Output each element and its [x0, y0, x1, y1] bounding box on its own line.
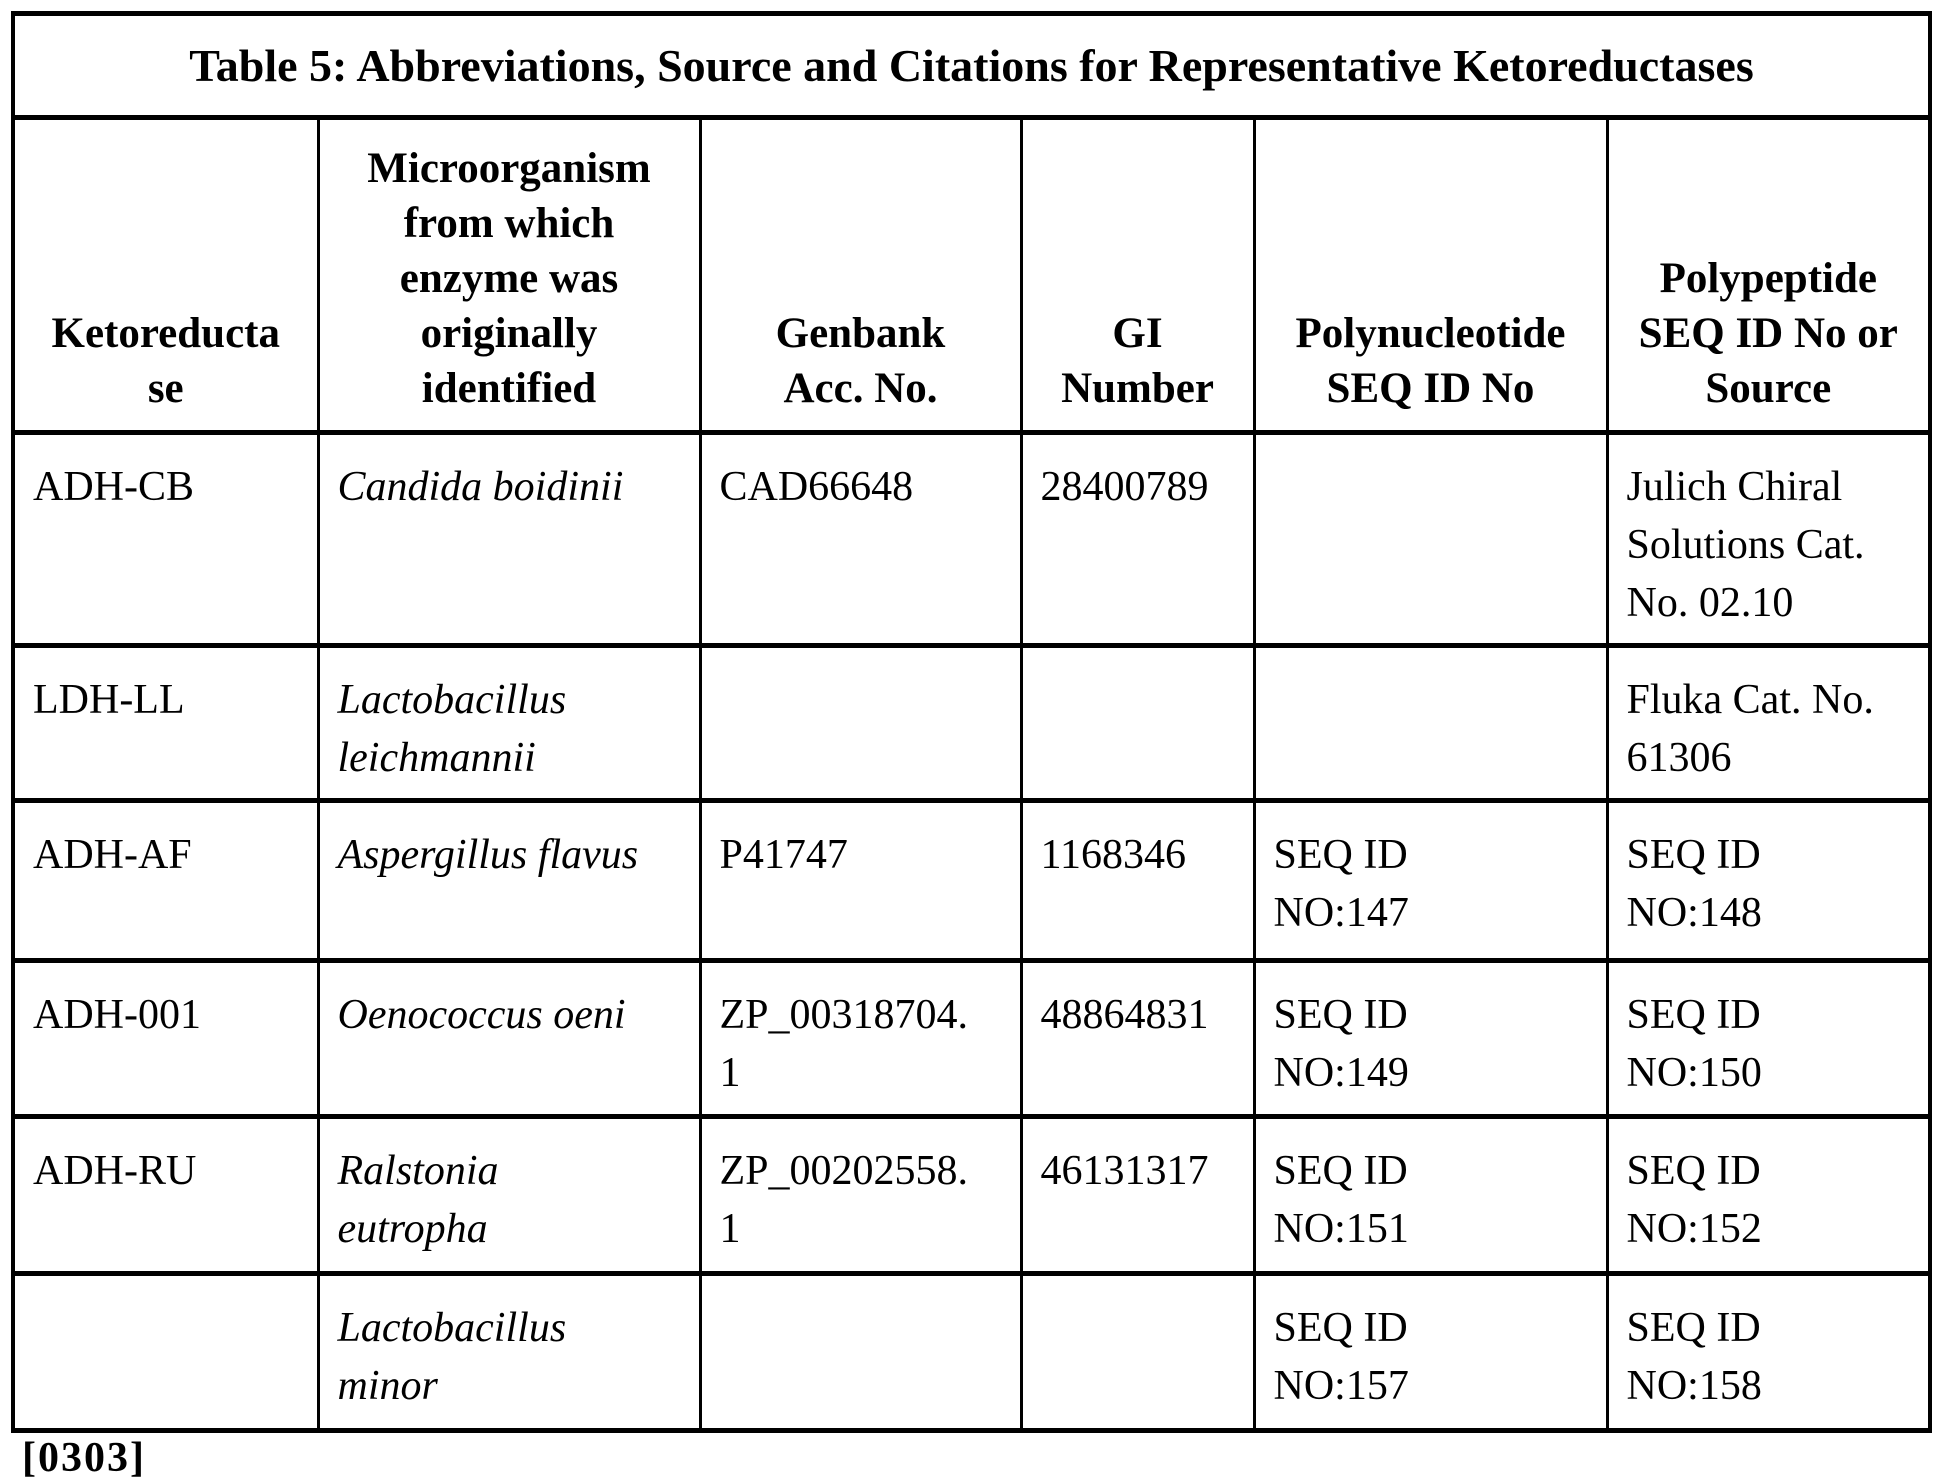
cell-microorganism: Aspergillus flavus: [316, 797, 702, 963]
paragraph-number: [0303]: [22, 1435, 146, 1481]
ketoreductase-table-container: Table 5: Abbreviations, Source and Citat…: [11, 11, 1933, 1433]
table-title: Table 5: Abbreviations, Source and Citat…: [11, 11, 1932, 120]
cell-polypeptide: Fluka Cat. No. 61306: [1605, 642, 1932, 803]
cell-genbank: P41747: [698, 797, 1023, 963]
cell-polynucleotide: SEQ ID NO:157: [1252, 1270, 1609, 1433]
column-header-gi-number: GI Number: [1019, 115, 1256, 435]
cell-polynucleotide: [1252, 642, 1609, 803]
cell-ketoreductase: LDH-LL: [11, 642, 320, 803]
cell-genbank: [698, 1270, 1023, 1433]
cell-ketoreductase: ADH-001: [11, 957, 320, 1119]
table-title-row: Table 5: Abbreviations, Source and Citat…: [11, 11, 1932, 120]
cell-genbank: ZP_00318704. 1: [698, 957, 1023, 1119]
column-header-microorganism: Microorganism from which enzyme was orig…: [316, 115, 702, 435]
cell-gi-number: 46131317: [1019, 1113, 1256, 1276]
cell-genbank: [698, 642, 1023, 803]
column-header-ketoreductase: Ketoreducta se: [11, 115, 320, 435]
cell-gi-number: 1168346: [1019, 797, 1256, 963]
table-header-row: Ketoreducta se Microorganism from which …: [11, 115, 1932, 435]
cell-gi-number: 48864831: [1019, 957, 1256, 1119]
column-header-genbank: Genbank Acc. No.: [698, 115, 1023, 435]
cell-polypeptide: SEQ ID NO:150: [1605, 957, 1932, 1119]
cell-ketoreductase: ADH-RU: [11, 1113, 320, 1276]
cell-polynucleotide: SEQ ID NO:147: [1252, 797, 1609, 963]
cell-genbank: CAD66648: [698, 430, 1023, 648]
table-row: Lactobacillus minor SEQ ID NO:157 SEQ ID…: [11, 1270, 1932, 1433]
cell-ketoreductase: ADH-CB: [11, 430, 320, 648]
table-row: ADH-001 Oenococcus oeni ZP_00318704. 1 4…: [11, 957, 1932, 1119]
cell-ketoreductase: [11, 1270, 320, 1433]
cell-genbank: ZP_00202558. 1: [698, 1113, 1023, 1276]
cell-microorganism: Oenococcus oeni: [316, 957, 702, 1119]
cell-polypeptide: SEQ ID NO:158: [1605, 1270, 1932, 1433]
cell-gi-number: 28400789: [1019, 430, 1256, 648]
cell-microorganism: Lactobacillus minor: [316, 1270, 702, 1433]
cell-polypeptide: Julich Chiral Solutions Cat. No. 02.10: [1605, 430, 1932, 648]
cell-polynucleotide: SEQ ID NO:149: [1252, 957, 1609, 1119]
cell-microorganism: Lactobacillus leichmannii: [316, 642, 702, 803]
cell-polynucleotide: [1252, 430, 1609, 648]
table-row: ADH-CB Candida boidinii CAD66648 2840078…: [11, 430, 1932, 648]
cell-gi-number: [1019, 642, 1256, 803]
cell-ketoreductase: ADH-AF: [11, 797, 320, 963]
column-header-polynucleotide: Polynucleotide SEQ ID No: [1252, 115, 1609, 435]
cell-gi-number: [1019, 1270, 1256, 1433]
table-row: LDH-LL Lactobacillus leichmannii Fluka C…: [11, 642, 1932, 803]
document-page: { "table": { "title": "Table 5: Abbrevia…: [11, 11, 1933, 1479]
table-row: ADH-RU Ralstonia eutropha ZP_00202558. 1…: [11, 1113, 1932, 1276]
column-header-polypeptide: Polypeptide SEQ ID No or Source: [1605, 115, 1932, 435]
cell-polypeptide: SEQ ID NO:148: [1605, 797, 1932, 963]
ketoreductase-table: Table 5: Abbreviations, Source and Citat…: [11, 11, 1933, 1433]
table-row: ADH-AF Aspergillus flavus P41747 1168346…: [11, 797, 1932, 963]
cell-microorganism: Candida boidinii: [316, 430, 702, 648]
cell-polynucleotide: SEQ ID NO:151: [1252, 1113, 1609, 1276]
cell-polypeptide: SEQ ID NO:152: [1605, 1113, 1932, 1276]
cell-microorganism: Ralstonia eutropha: [316, 1113, 702, 1276]
